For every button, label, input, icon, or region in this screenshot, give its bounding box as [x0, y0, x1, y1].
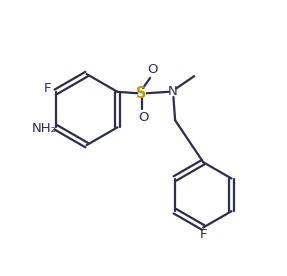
Text: O: O: [139, 112, 149, 124]
Text: N: N: [168, 85, 178, 98]
Text: S: S: [136, 86, 147, 101]
Text: NH₂: NH₂: [32, 122, 57, 135]
Text: F: F: [200, 228, 208, 241]
Text: F: F: [44, 82, 52, 95]
Text: O: O: [148, 63, 158, 76]
